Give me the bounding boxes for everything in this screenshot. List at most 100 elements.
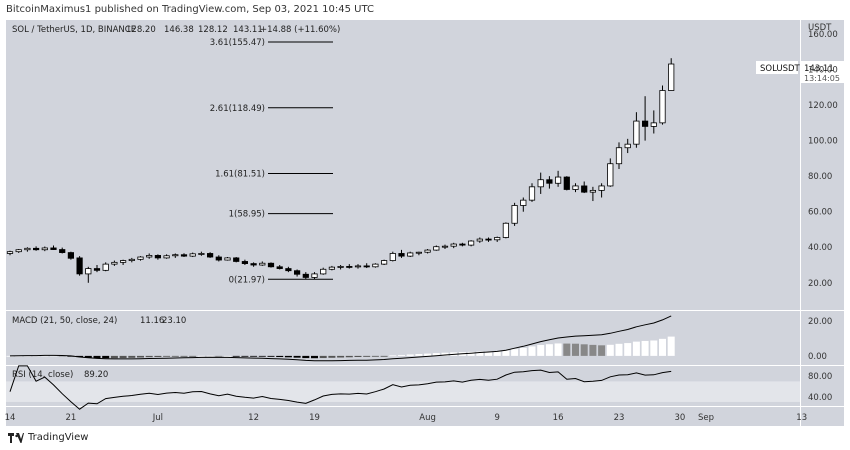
candle-body[interactable] (615, 147, 623, 165)
candle-body[interactable] (215, 256, 222, 261)
candle-body[interactable] (320, 268, 327, 275)
macd-histogram-bar (589, 344, 597, 356)
candle-body[interactable] (276, 266, 283, 269)
time-axis-tick: 12 (248, 413, 259, 423)
macd-histogram-bar (41, 355, 49, 357)
candle-body[interactable] (189, 253, 196, 257)
candle-body[interactable] (302, 273, 309, 278)
macd-histogram-bar (163, 355, 171, 357)
candle-body[interactable] (311, 273, 318, 278)
macd-histogram-bar (102, 355, 110, 359)
time-axis-tick: Jul (152, 413, 163, 423)
candle-body[interactable] (398, 253, 405, 257)
candle-body[interactable] (380, 260, 388, 265)
candle-body[interactable] (363, 265, 370, 268)
candle-body[interactable] (354, 265, 362, 268)
fib-level-label: 0(21.97) (229, 275, 265, 285)
candle-body[interactable] (607, 163, 614, 187)
candle-body[interactable] (102, 263, 109, 271)
candle-body[interactable] (259, 262, 266, 266)
time-axis-tick: 19 (309, 413, 320, 423)
rsi-line[interactable] (9, 365, 672, 410)
candle-body[interactable] (241, 261, 248, 264)
macd-histogram-bar (432, 353, 440, 356)
price-axis-bar[interactable] (800, 20, 844, 426)
candle-body[interactable] (415, 251, 423, 254)
candle-body[interactable] (93, 268, 101, 271)
candle-body[interactable] (146, 255, 153, 258)
symbol-tag-label: SOLUSDT (760, 64, 801, 74)
macd-histogram-bar (563, 343, 571, 356)
candle-body[interactable] (337, 266, 344, 268)
candle-body[interactable] (128, 258, 135, 261)
price-axis-tick: 100.00 (808, 137, 838, 147)
candle-body[interactable] (33, 247, 40, 251)
candle-body[interactable] (537, 179, 544, 188)
candle-body[interactable] (24, 247, 31, 251)
time-axis-tick: 16 (553, 413, 564, 423)
candle-body[interactable] (85, 268, 92, 275)
candle-body[interactable] (450, 243, 457, 247)
candle-body[interactable] (476, 238, 483, 242)
candle-body[interactable] (67, 252, 74, 259)
candle-body[interactable] (59, 249, 66, 253)
candle-body[interactable] (407, 252, 414, 257)
candle-body[interactable] (572, 185, 579, 190)
candle-body[interactable] (120, 260, 127, 263)
candle-body[interactable] (642, 120, 649, 127)
candle-body[interactable] (293, 270, 301, 275)
price-pane[interactable] (6, 20, 800, 310)
candle-body[interactable] (285, 268, 292, 272)
candle-body[interactable] (163, 255, 170, 259)
candle-body[interactable] (589, 189, 597, 193)
candle-body[interactable] (180, 254, 188, 257)
candle-body[interactable] (424, 249, 431, 253)
candle-body[interactable] (650, 122, 657, 127)
candle-body[interactable] (581, 185, 588, 193)
candle-body[interactable] (528, 186, 536, 201)
candle-body[interactable] (668, 63, 675, 91)
candle-body[interactable] (50, 247, 57, 250)
candle-body[interactable] (546, 179, 553, 184)
candle-body[interactable] (659, 90, 666, 124)
candle-body[interactable] (267, 262, 275, 268)
candle-body[interactable] (172, 254, 179, 257)
candle-body[interactable] (76, 257, 83, 275)
candle-body[interactable] (633, 120, 640, 145)
candle-body[interactable] (15, 249, 22, 253)
candle-body[interactable] (198, 253, 205, 255)
macd-histogram-bar (137, 355, 144, 358)
candle-body[interactable] (328, 266, 336, 270)
candle-body[interactable] (598, 185, 605, 191)
candle-body[interactable] (111, 261, 118, 265)
macd-line[interactable] (9, 315, 672, 362)
candle-body[interactable] (555, 176, 562, 184)
candle-body[interactable] (624, 143, 631, 149)
candle-body[interactable] (494, 237, 501, 241)
candle-body[interactable] (467, 240, 475, 246)
candle-body[interactable] (6, 251, 14, 254)
candle-body[interactable] (433, 246, 440, 251)
candle-body[interactable] (459, 243, 466, 246)
candle-body[interactable] (485, 238, 492, 241)
macd-histogram-bar (485, 351, 492, 356)
candle-body[interactable] (233, 257, 240, 262)
candle-body[interactable] (346, 266, 353, 268)
candle-body[interactable] (206, 253, 214, 258)
candle-body[interactable] (520, 199, 527, 206)
candle-body[interactable] (502, 222, 510, 238)
macd-histogram-bar (110, 355, 118, 359)
candle-body[interactable] (389, 253, 396, 261)
candle-body[interactable] (563, 176, 570, 190)
candle-body[interactable] (250, 263, 257, 266)
candle-body[interactable] (137, 256, 144, 260)
time-axis-bar[interactable] (6, 406, 800, 426)
candle-body[interactable] (224, 257, 231, 261)
candle-body[interactable] (511, 205, 518, 224)
price-axis-tick: 60.00 (808, 208, 832, 218)
candle-body[interactable] (372, 263, 379, 268)
candle-body[interactable] (441, 245, 449, 248)
candle-body[interactable] (41, 247, 48, 251)
candle-body[interactable] (154, 255, 161, 259)
